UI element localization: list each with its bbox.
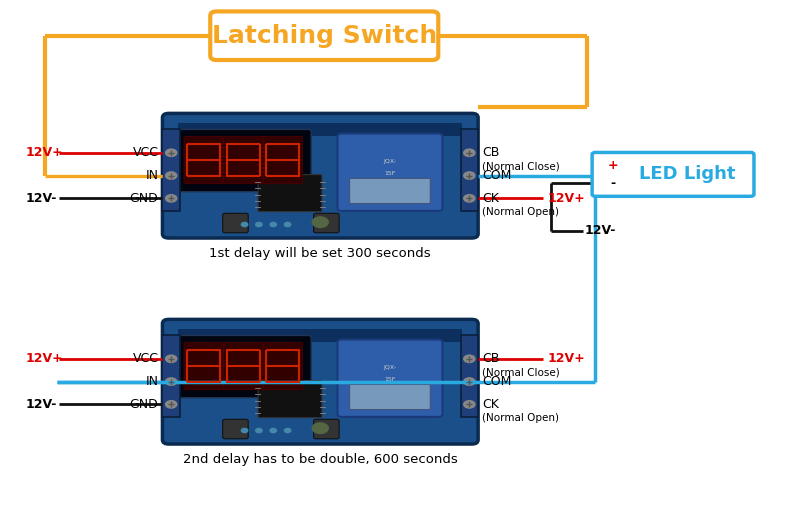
- Circle shape: [464, 378, 475, 386]
- Text: COM: COM: [482, 169, 511, 182]
- FancyBboxPatch shape: [223, 342, 263, 390]
- Text: JQX-: JQX-: [383, 159, 397, 164]
- Bar: [162, 335, 180, 417]
- FancyBboxPatch shape: [210, 12, 438, 60]
- Text: GND: GND: [130, 192, 158, 205]
- Bar: [178, 123, 462, 136]
- Bar: [461, 129, 478, 211]
- Text: 2nd delay has to be double, 600 seconds: 2nd delay has to be double, 600 seconds: [183, 453, 458, 466]
- FancyBboxPatch shape: [338, 134, 442, 211]
- Text: IN: IN: [146, 375, 158, 388]
- Bar: [178, 329, 462, 342]
- Text: LED Light: LED Light: [639, 165, 736, 183]
- FancyBboxPatch shape: [222, 419, 248, 439]
- FancyBboxPatch shape: [263, 342, 302, 390]
- Circle shape: [464, 149, 475, 157]
- Text: COM: COM: [482, 375, 511, 388]
- Text: CB: CB: [482, 147, 499, 159]
- FancyBboxPatch shape: [350, 178, 430, 203]
- Bar: [162, 129, 180, 211]
- FancyBboxPatch shape: [162, 114, 478, 238]
- Circle shape: [270, 429, 277, 433]
- FancyBboxPatch shape: [178, 336, 311, 398]
- Text: 12V-: 12V-: [26, 192, 57, 205]
- Circle shape: [464, 401, 475, 408]
- FancyBboxPatch shape: [178, 130, 311, 192]
- Text: CK: CK: [482, 398, 499, 411]
- Text: 12V-: 12V-: [585, 224, 616, 237]
- Text: 12V+: 12V+: [547, 352, 586, 365]
- Circle shape: [166, 401, 177, 408]
- Circle shape: [312, 423, 328, 433]
- FancyBboxPatch shape: [162, 319, 478, 444]
- FancyBboxPatch shape: [263, 136, 302, 184]
- FancyBboxPatch shape: [223, 136, 263, 184]
- FancyBboxPatch shape: [184, 342, 223, 390]
- Text: 1st delay will be set 300 seconds: 1st delay will be set 300 seconds: [210, 247, 431, 260]
- Circle shape: [166, 355, 177, 363]
- Text: 15F: 15F: [384, 171, 396, 176]
- Circle shape: [464, 195, 475, 202]
- Circle shape: [256, 429, 262, 433]
- Circle shape: [256, 222, 262, 227]
- Text: 12V+: 12V+: [26, 352, 63, 365]
- Text: CB: CB: [482, 352, 499, 365]
- Circle shape: [285, 222, 290, 227]
- FancyBboxPatch shape: [258, 175, 322, 212]
- Circle shape: [464, 172, 475, 179]
- FancyBboxPatch shape: [184, 136, 223, 184]
- Circle shape: [242, 222, 248, 227]
- Text: 15F: 15F: [384, 377, 396, 382]
- Text: -: -: [610, 177, 615, 190]
- Text: JQX-: JQX-: [383, 365, 397, 370]
- Text: (Normal Close): (Normal Close): [482, 367, 560, 377]
- FancyBboxPatch shape: [592, 152, 754, 196]
- Text: (Normal Open): (Normal Open): [482, 207, 559, 217]
- Text: VCC: VCC: [133, 147, 158, 159]
- Circle shape: [312, 217, 328, 227]
- Circle shape: [464, 355, 475, 363]
- FancyBboxPatch shape: [314, 213, 339, 233]
- Text: VCC: VCC: [133, 352, 158, 365]
- Text: 12V-: 12V-: [26, 398, 57, 411]
- Text: (Normal Open): (Normal Open): [482, 413, 559, 423]
- Circle shape: [166, 149, 177, 157]
- FancyBboxPatch shape: [338, 339, 442, 417]
- FancyBboxPatch shape: [222, 213, 248, 233]
- Text: +: +: [607, 159, 618, 172]
- Text: 12V+: 12V+: [547, 192, 586, 205]
- Text: IN: IN: [146, 169, 158, 182]
- Circle shape: [242, 429, 248, 433]
- Text: GND: GND: [130, 398, 158, 411]
- Text: (Normal Close): (Normal Close): [482, 161, 560, 171]
- Text: Latching Switch: Latching Switch: [212, 24, 437, 48]
- FancyBboxPatch shape: [350, 384, 430, 409]
- FancyBboxPatch shape: [314, 419, 339, 439]
- Circle shape: [166, 172, 177, 179]
- Circle shape: [285, 429, 290, 433]
- Circle shape: [166, 195, 177, 202]
- Bar: [461, 335, 478, 417]
- Circle shape: [166, 378, 177, 386]
- FancyBboxPatch shape: [258, 381, 322, 417]
- Circle shape: [270, 222, 277, 227]
- Text: CK: CK: [482, 192, 499, 205]
- Text: 12V+: 12V+: [26, 147, 63, 159]
